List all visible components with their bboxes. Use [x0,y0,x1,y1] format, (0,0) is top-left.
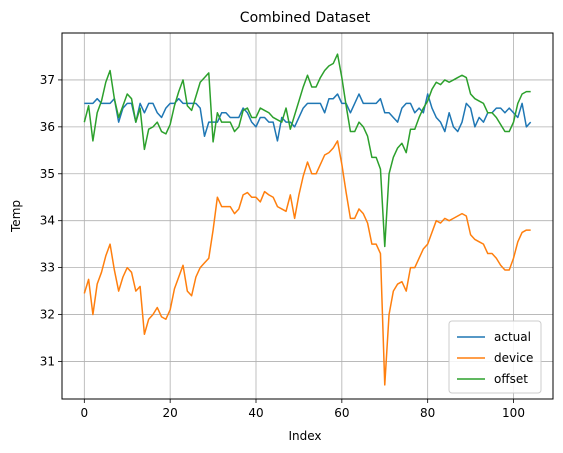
legend-box [448,320,542,394]
grid [62,33,553,399]
series-line-offset [83,53,531,248]
series-lines [83,53,532,386]
y-axis-title: Temp [9,200,23,233]
legend-label-offset: offset [494,372,528,386]
legend-label-actual: actual [494,330,531,344]
series-line-device [83,140,531,386]
legend: actual device offset [448,320,542,394]
chart-title: Combined Dataset [240,10,371,26]
y-tick-label: 31 [40,354,55,368]
x-tick-label: 100 [502,406,525,420]
x-tick-label: 60 [334,406,349,420]
y-tick-label: 37 [40,73,55,87]
x-tick-label: 80 [420,406,435,420]
y-tick-label: 34 [40,214,55,228]
x-axis: 0 20 40 60 80 100 [80,399,525,420]
plot-frame [61,32,554,400]
y-tick-label: 33 [40,261,55,275]
y-tick-label: 32 [40,308,55,322]
x-tick-label: 0 [80,406,88,420]
y-tick-label: 36 [40,120,55,134]
y-tick-label: 35 [40,167,55,181]
series-line-actual [84,93,532,142]
x-axis-title: Index [288,429,321,443]
x-tick-label: 40 [248,406,263,420]
x-tick-label: 20 [163,406,178,420]
legend-label-device: device [494,351,533,365]
y-axis: 31 32 33 34 35 36 37 [40,73,62,368]
